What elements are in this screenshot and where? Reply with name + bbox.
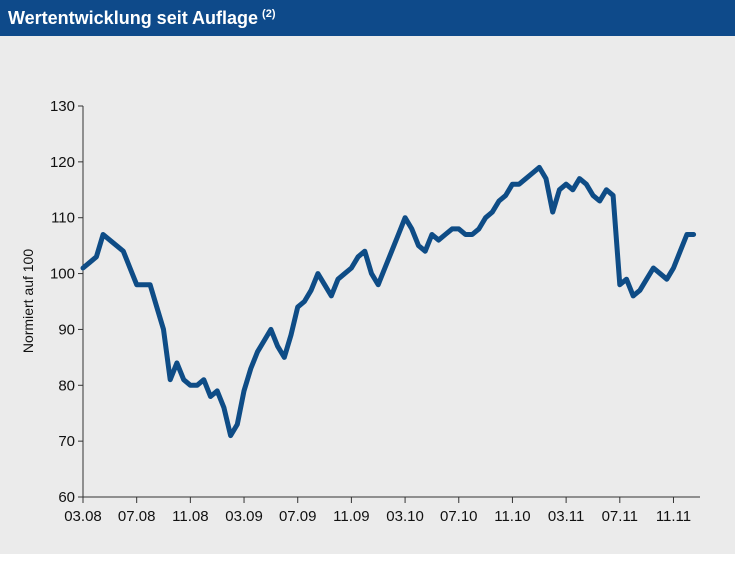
plot-panel [0,36,735,554]
x-tick-label: 03.08 [64,508,102,525]
x-tick-label: 07.08 [118,508,156,525]
x-tick-label: 03.09 [225,508,263,525]
x-tick-label: 07.11 [602,508,638,525]
x-tick-label: 03.10 [386,508,424,525]
x-tick-label: 07.10 [440,508,478,525]
y-tick-label: 70 [58,433,75,450]
y-tick-label: 120 [50,154,75,171]
y-tick-label: 90 [58,321,75,338]
y-tick-label: 80 [58,377,75,394]
y-tick-label: 130 [50,98,75,115]
x-tick-label: 11.11 [656,508,691,525]
y-axis-label: Normiert auf 100 [20,249,36,353]
title-note: (2) [262,8,276,20]
header-bar [0,0,735,36]
title-text: Wertentwicklung seit Auflage [8,8,258,28]
data-line [80,164,697,439]
y-tick-label: 110 [51,210,75,227]
y-tick-label: 100 [50,266,75,283]
x-tick-label: 11.08 [172,508,208,525]
x-tick-label: 07.09 [279,508,317,525]
x-tick-label: 11.09 [333,508,369,525]
chart-title: Wertentwicklung seit Auflage (2) [8,8,276,28]
x-tick-label: 11.10 [494,508,530,525]
y-tick-label: 60 [58,489,75,506]
x-tick-label: 03.11 [548,508,584,525]
